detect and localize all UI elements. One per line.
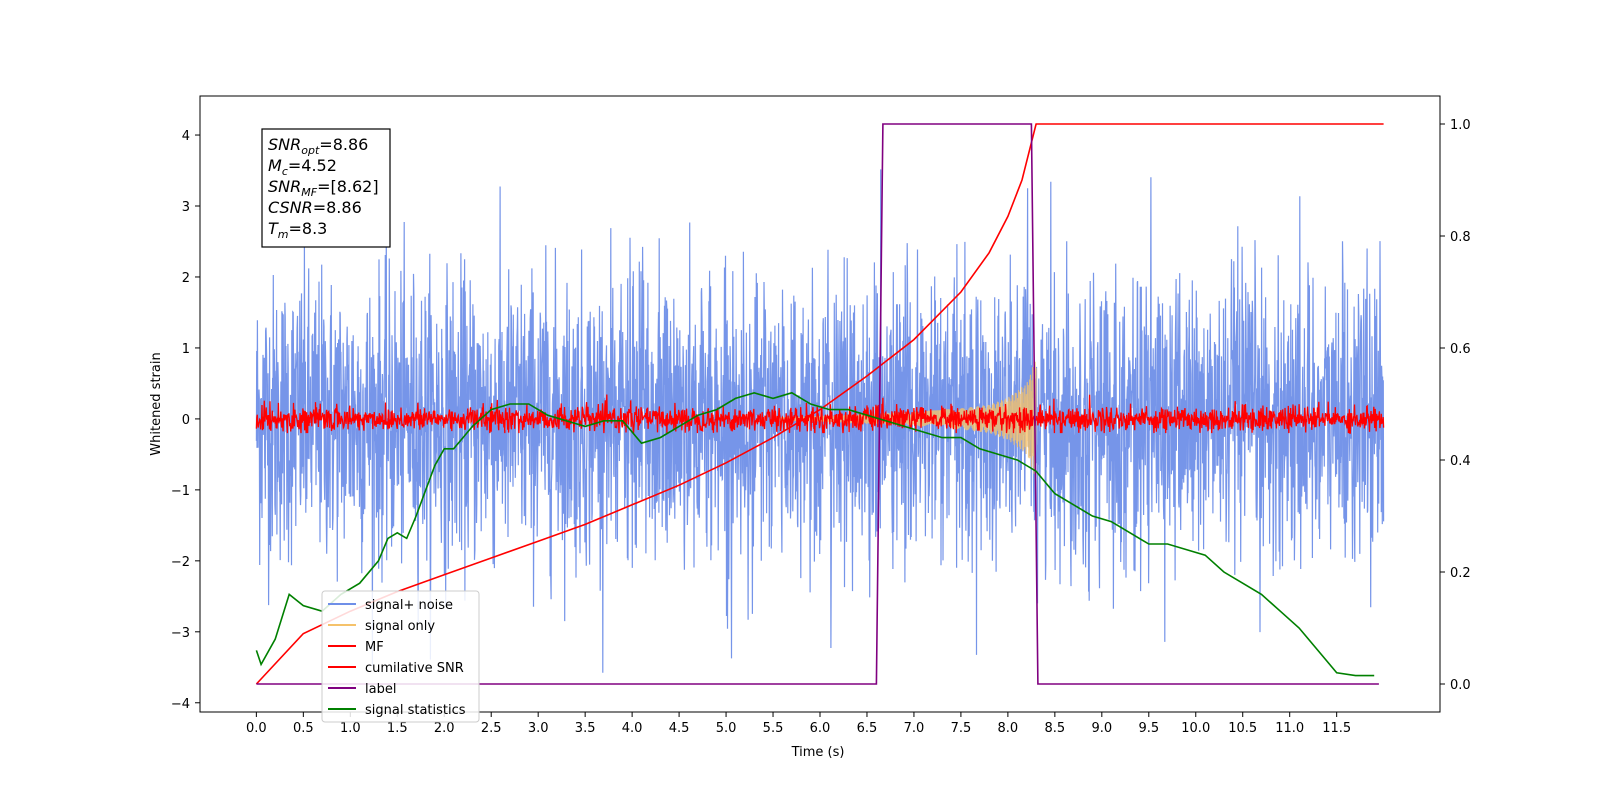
y-right-tick-label: 0.6 [1450,342,1471,357]
annotation-line: SNRopt=8.86 [268,135,368,157]
x-tick-label: 2.0 [434,721,455,736]
y-left-tick-label: 0 [182,413,190,428]
x-tick-label: 8.0 [998,721,1019,736]
annotation-line: Mc=4.52 [268,156,337,178]
x-tick-label: 10.5 [1228,721,1257,736]
x-tick-label: 4.5 [669,721,690,736]
series-signal-statistics-line [255,391,1375,677]
annotation-line: CSNR=8.86 [268,198,362,217]
y-right-tick-label: 0.0 [1450,678,1471,693]
x-tick-label: 1.0 [340,721,361,736]
x-tick-label: 0.5 [293,721,314,736]
legend-frame [321,590,480,723]
x-tick-label: 7.0 [904,721,925,736]
legend-label: signal only [365,619,435,634]
y-left-tick-label: 3 [182,200,190,215]
legend-label: MF [365,640,384,655]
legend-label: signal+ noise [365,598,453,613]
y-right-tick-label: 0.8 [1450,230,1471,245]
x-tick-label: 9.5 [1138,721,1159,736]
x-tick-label: 8.5 [1045,721,1066,736]
y-axis-label: Whitened strain [149,352,164,455]
x-axis-label: Time (s) [791,745,845,760]
legend-label: cumilative SNR [365,661,464,676]
legend: signal+ noise signal only MF cumilative SNR… [321,590,480,723]
y-right-tick-label: 0.2 [1450,566,1471,581]
annotation-frame [261,128,391,248]
y-left-tick-label: 2 [182,271,190,286]
x-tick-label: 10.0 [1181,721,1210,736]
x-tick-label: 5.0 [716,721,737,736]
y-left-tick-label: −3 [171,626,190,641]
series-signal-noise-line [255,169,1385,673]
axes: 0.0 0.5 1.0 1.5 2.0 2.5 3.0 3.5 4.0 4.5 5.0 5.5 6.0 6… [171,118,1471,736]
x-tick-label: 0.0 [246,721,267,736]
x-tick-label: 3.5 [575,721,596,736]
y-left-tick-label: −1 [171,484,190,499]
x-tick-label: 6.5 [857,721,878,736]
y-left-tick-label: 1 [182,342,190,357]
y-left-tick-label: 4 [182,129,190,144]
x-tick-label: 11.5 [1322,721,1351,736]
series-mf-line [255,394,1385,434]
x-tick-label: 11.0 [1275,721,1304,736]
y-right-tick-label: 1.0 [1450,118,1471,133]
x-tick-label: 1.5 [387,721,408,736]
x-tick-label: 5.5 [763,721,784,736]
y-left-tick-label: −2 [171,555,190,570]
x-tick-label: 9.0 [1091,721,1112,736]
x-tick-label: 7.5 [951,721,972,736]
plot-area [255,123,1385,685]
legend-label: label [365,682,396,697]
legend-label: signal statistics [365,703,466,718]
x-tick-label: 3.0 [528,721,549,736]
annotation-line: SNRMF=[8.62] [268,177,379,199]
series-cumulative-snr-line [255,123,1384,685]
annotation-line: Tm=8.3 [268,219,327,241]
y-right-tick-label: 0.4 [1450,454,1471,469]
x-tick-label: 4.0 [622,721,643,736]
y-left-tick-label: −4 [171,697,190,712]
series-label-line [256,123,1379,685]
x-tick-label: 6.0 [810,721,831,736]
x-tick-label: 2.5 [481,721,502,736]
